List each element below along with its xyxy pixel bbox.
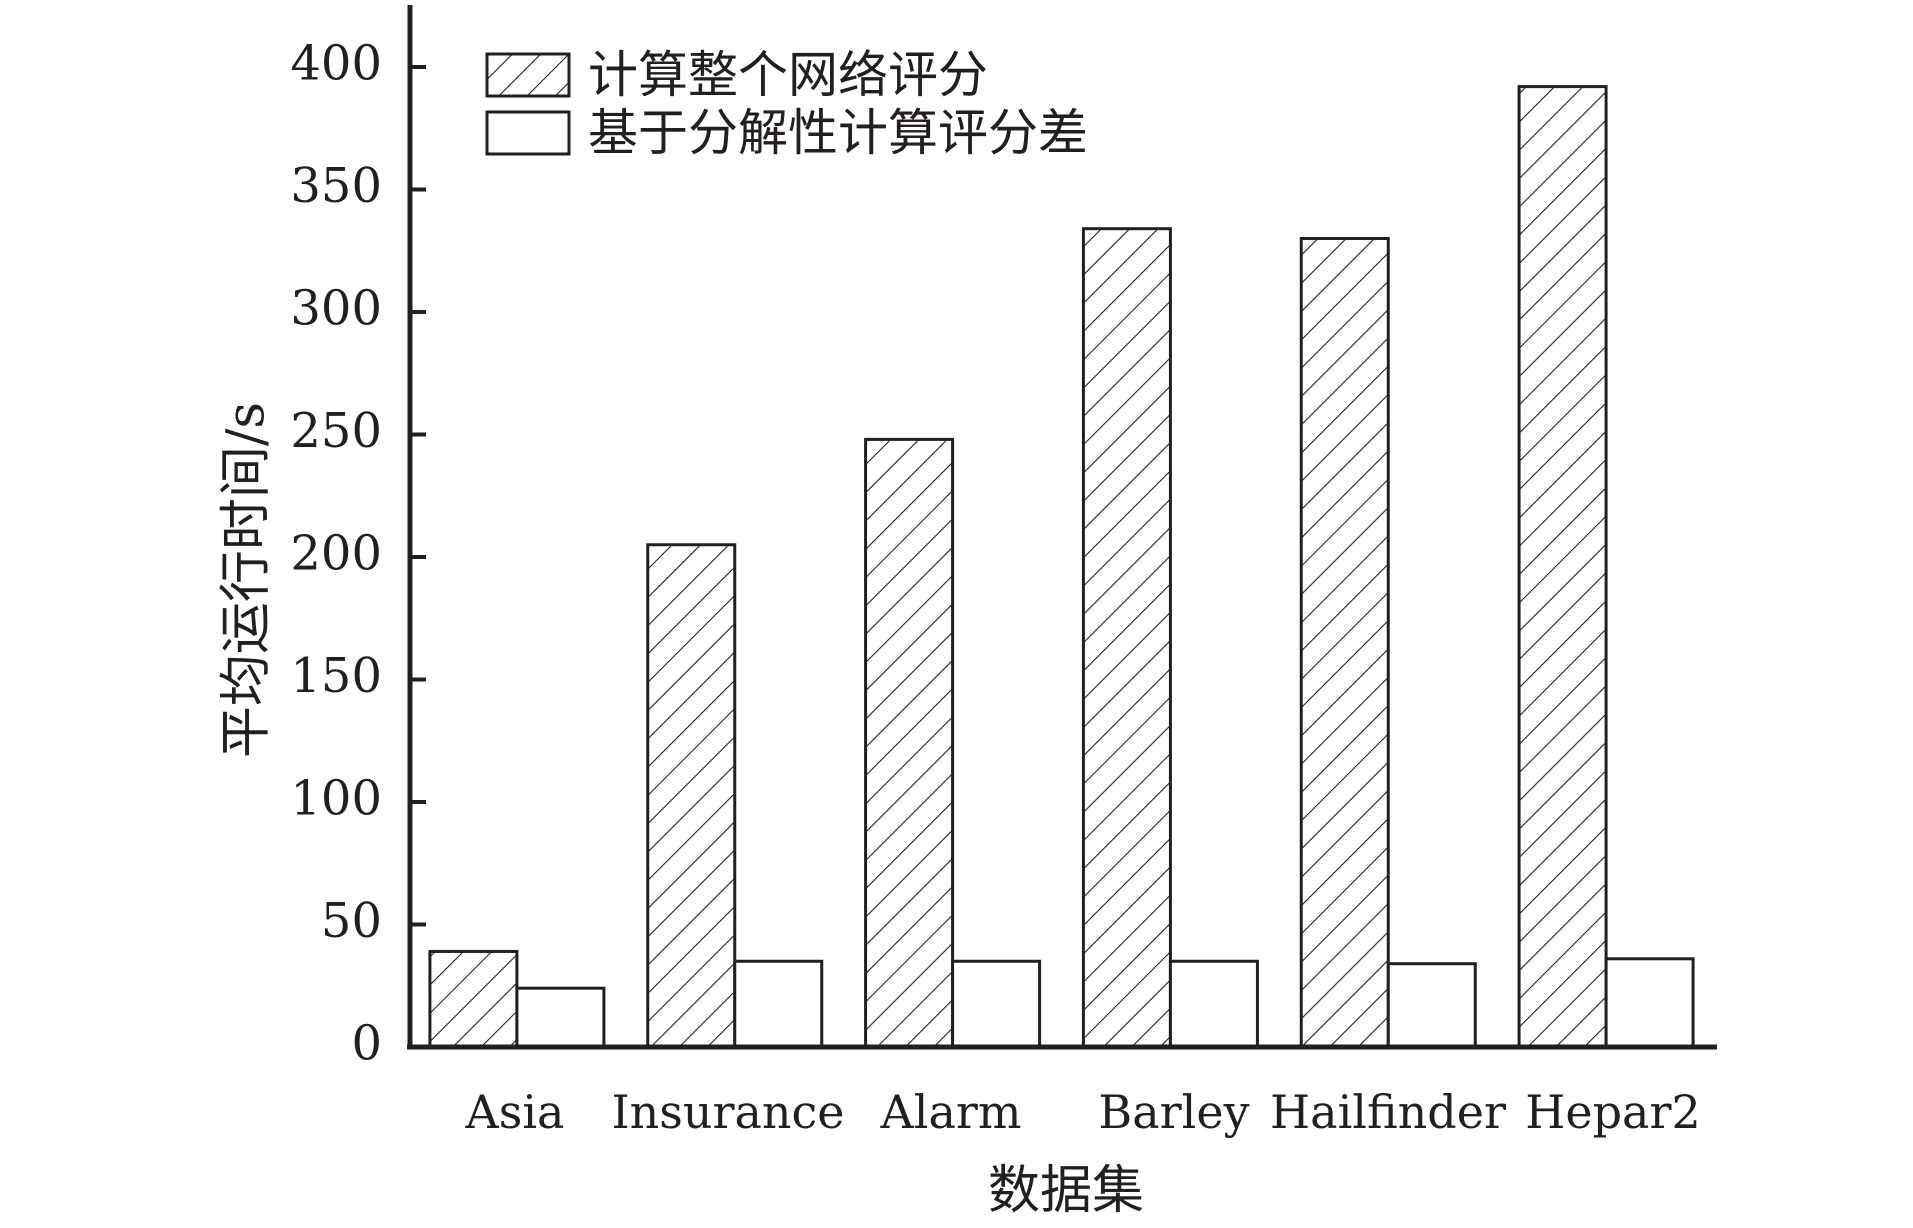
y-axis-title: 平均运行时间/s [217, 402, 277, 758]
y-tick-label: 250 [290, 403, 382, 459]
legend-swatch-empty [485, 110, 571, 156]
bar-alarm-series-2 [951, 959, 1042, 1049]
bar-hepar2-series-1 [1517, 85, 1608, 1049]
y-tick-label: 50 [321, 893, 382, 949]
y-tick-label: 350 [290, 158, 382, 214]
y-tick-label: 0 [351, 1016, 382, 1072]
x-category-label-insurance: Insurance [611, 1085, 844, 1139]
y-tick-label: 200 [290, 526, 382, 582]
y-tick-label: 400 [290, 36, 382, 92]
bar-asia-series-2 [515, 986, 606, 1049]
legend-swatch-hatched [485, 52, 571, 98]
legend-label-decomposable-score-diff: 基于分解性计算评分差 [588, 104, 1088, 162]
x-category-label-asia: Asia [465, 1085, 565, 1139]
x-category-label-alarm: Alarm [880, 1085, 1022, 1139]
bar-barley-series-2 [1168, 959, 1259, 1049]
bar-barley-series-1 [1081, 227, 1172, 1049]
y-tick-label: 100 [290, 771, 382, 827]
x-category-label-hepar2: Hepar2 [1525, 1085, 1700, 1139]
bar-insurance-series-1 [646, 543, 737, 1049]
x-category-labels-group: Asia Insurance Alarm Barley Hailfinder Hepar2 [465, 1085, 1701, 1139]
bar-asia-series-1 [428, 949, 519, 1049]
legend-label-full-network-score: 计算整个网络评分 [588, 46, 988, 104]
bar-alarm-series-1 [864, 437, 955, 1049]
x-category-label-hailfinder: Hailfinder [1270, 1085, 1506, 1139]
y-tick-label: 300 [290, 281, 382, 337]
bar-hailfinder-series-2 [1386, 962, 1477, 1049]
x-axis-title: 数据集 [988, 1161, 1144, 1221]
legend: 计算整个网络评分 基于分解性计算评分差 [485, 46, 1088, 162]
y-ticks-group: 0 50 100 150 200 250 300 350 400 [290, 36, 426, 1072]
y-tick-label: 150 [290, 648, 382, 704]
bars-group [428, 85, 1695, 1049]
bar-hepar2-series-2 [1604, 957, 1695, 1049]
bar-insurance-series-2 [733, 959, 824, 1049]
x-category-label-barley: Barley [1098, 1085, 1249, 1139]
bar-hailfinder-series-1 [1299, 237, 1390, 1049]
